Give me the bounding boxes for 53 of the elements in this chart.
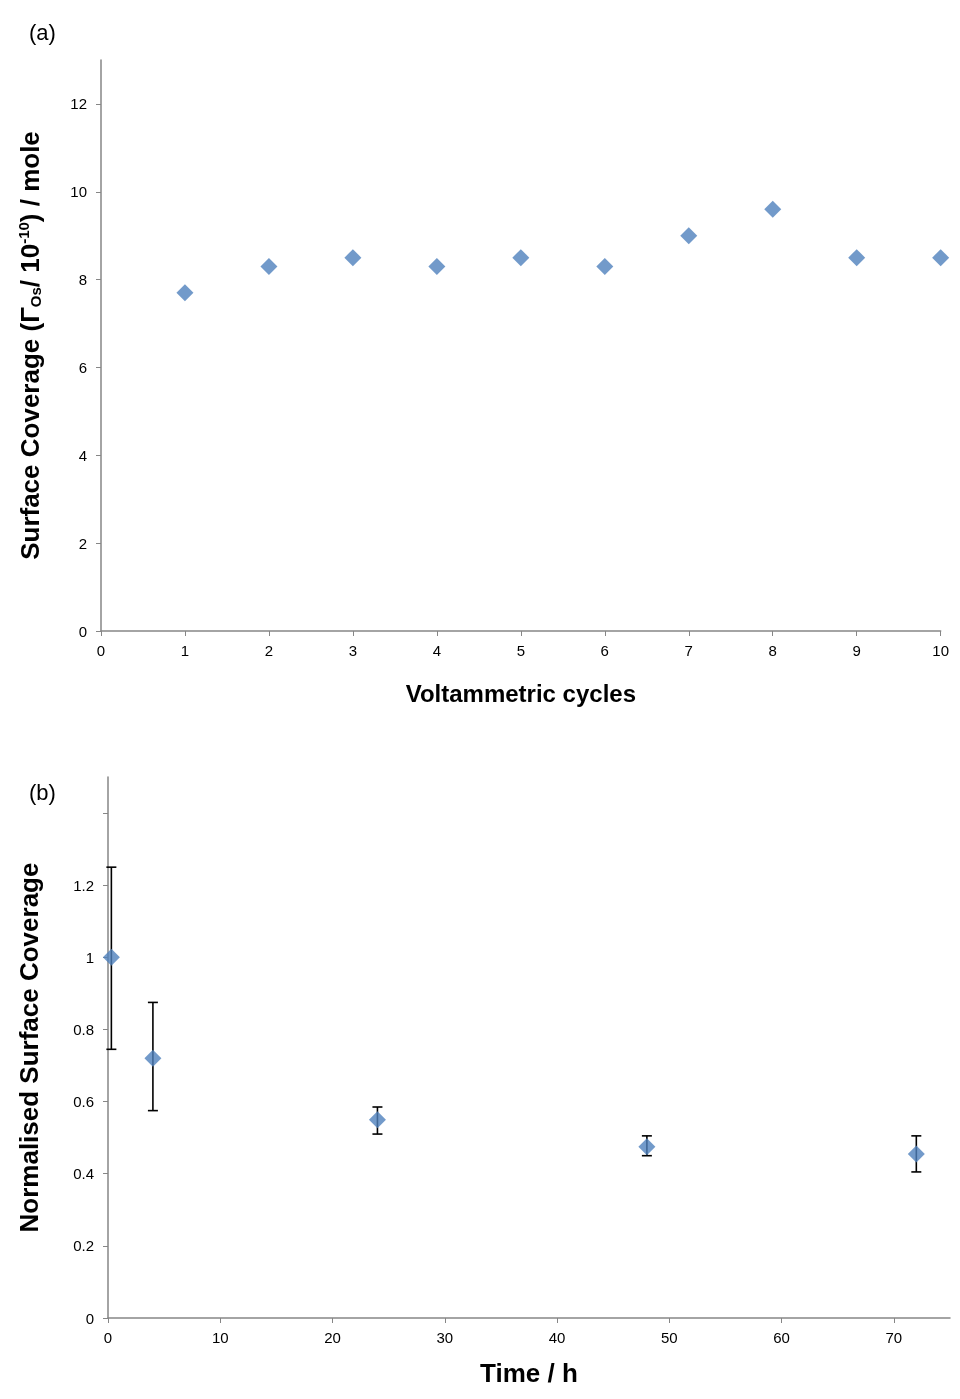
y-tick-label: 0	[85, 1309, 94, 1327]
point	[368, 1111, 386, 1129]
x-tick-label: 50	[660, 1329, 678, 1346]
x-tick-label: 5	[516, 642, 525, 659]
chart-title: (b)	[29, 779, 56, 805]
chart-title: (a)	[29, 19, 56, 45]
y-tick-label: 0.2	[73, 1237, 94, 1255]
y-tick-label: 1	[85, 948, 94, 966]
x-tick-label: 10	[211, 1329, 229, 1346]
point	[176, 284, 194, 302]
y-tick-label: 4	[78, 446, 87, 464]
y-tick-label: 12	[70, 95, 87, 113]
x-tick-label: 10	[932, 642, 949, 659]
point	[512, 249, 530, 267]
x-tick-label: 70	[885, 1329, 903, 1346]
y-tick-label: 8	[78, 271, 87, 289]
y-tick-label: 0.8	[73, 1020, 94, 1038]
y-tick-label: 0	[78, 622, 87, 640]
x-axis-title: Time / h	[480, 1358, 578, 1388]
x-tick-label: 3	[348, 642, 358, 659]
point	[932, 249, 950, 267]
point	[764, 200, 782, 218]
y-tick-label: 0.4	[73, 1165, 94, 1183]
point	[680, 227, 698, 245]
y-tick-label: 0.6	[73, 1093, 94, 1111]
point	[144, 1049, 162, 1067]
x-tick-label: 30	[436, 1329, 454, 1346]
y-tick-label: 10	[70, 183, 87, 201]
y-tick-label: 6	[78, 358, 87, 376]
x-tick-label: 9	[852, 642, 861, 659]
x-tick-label: 8	[768, 642, 777, 659]
x-tick-label: 4	[432, 642, 442, 659]
x-axis-title: Voltammetric cycles	[405, 679, 636, 707]
point	[907, 1145, 925, 1163]
y-tick-label: 1.2	[73, 876, 94, 894]
point	[344, 249, 362, 267]
x-tick-label: 1	[180, 642, 190, 659]
point	[596, 257, 614, 275]
x-tick-label: 20	[324, 1329, 341, 1346]
point	[260, 257, 278, 275]
x-tick-label: 60	[773, 1329, 790, 1346]
y-tick-label: 2	[78, 534, 87, 552]
x-tick-label: 40	[548, 1329, 566, 1346]
x-tick-label: 6	[600, 642, 609, 659]
y-axis-title: Surface Coverage (ΓOs/ 10-10) / mole	[14, 131, 45, 560]
y-axis-title: Normalised Surface Coverage	[14, 862, 44, 1233]
x-tick-label: 7	[684, 642, 693, 659]
x-tick-label: 0	[103, 1329, 113, 1346]
point	[428, 257, 446, 275]
point	[848, 249, 866, 267]
point	[102, 948, 120, 966]
x-tick-label: 2	[264, 642, 274, 659]
x-tick-label: 0	[96, 642, 106, 659]
